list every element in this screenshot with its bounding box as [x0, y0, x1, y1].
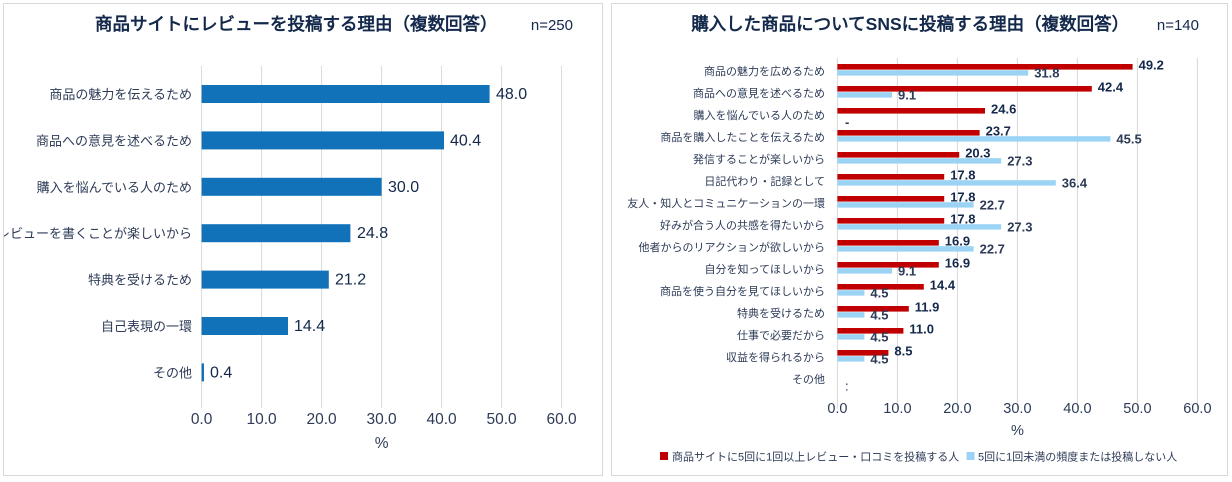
- svg-text:自己表現の一環: 自己表現の一環: [101, 319, 192, 334]
- svg-text:商品サイトに5回に1回以上レビュー・口コミを投稿する人: 商品サイトに5回に1回以上レビュー・口コミを投稿する人: [672, 450, 959, 464]
- svg-text:購入を悩んでいる人のため: 購入を悩んでいる人のため: [37, 180, 192, 195]
- svg-text:27.3: 27.3: [1007, 154, 1032, 169]
- svg-text:24.6: 24.6: [991, 102, 1016, 117]
- svg-text:特典を受けるため: 特典を受けるため: [88, 273, 192, 288]
- svg-text:4.5: 4.5: [870, 352, 888, 367]
- svg-text:40.0: 40.0: [427, 411, 458, 428]
- svg-text:11.9: 11.9: [915, 300, 940, 315]
- svg-text:4.5: 4.5: [870, 286, 888, 301]
- svg-text:27.3: 27.3: [1007, 220, 1032, 235]
- svg-text:20.0: 20.0: [943, 401, 971, 417]
- svg-text:4.5: 4.5: [870, 308, 888, 323]
- svg-text:0.4: 0.4: [210, 364, 232, 381]
- svg-text:日記代わり・記録として: 日記代わり・記録として: [704, 174, 825, 188]
- svg-text:n=140: n=140: [1157, 17, 1199, 34]
- svg-text:%: %: [1011, 423, 1024, 439]
- svg-text:30.0: 30.0: [1003, 401, 1031, 417]
- svg-text:%: %: [375, 435, 389, 452]
- svg-text:商品の魅力を伝えるため: 商品の魅力を伝えるため: [49, 87, 192, 102]
- svg-text:9.1: 9.1: [898, 264, 916, 279]
- svg-text:n=250: n=250: [531, 17, 573, 34]
- svg-text:特典を受けるため: 特典を受けるため: [737, 306, 825, 320]
- svg-text:商品を使う自分を見てほしいから: 商品を使う自分を見てほしいから: [660, 284, 825, 298]
- svg-text:4.5: 4.5: [870, 330, 888, 345]
- svg-text:31.8: 31.8: [1034, 66, 1059, 81]
- svg-text:9.1: 9.1: [898, 88, 916, 103]
- svg-text:50.0: 50.0: [1123, 401, 1151, 417]
- svg-text:自分を知ってほしいから: 自分を知ってほしいから: [705, 262, 825, 276]
- svg-text:36.4: 36.4: [1062, 176, 1088, 191]
- svg-text:30.0: 30.0: [367, 411, 398, 428]
- svg-text:14.4: 14.4: [930, 278, 956, 293]
- svg-text:他者からのリアクションが欲しいから: 他者からのリアクションが欲しいから: [639, 240, 825, 254]
- svg-text:17.8: 17.8: [950, 212, 975, 227]
- svg-text:購入した商品についてSNSに投稿する理由（複数回答）: 購入した商品についてSNSに投稿する理由（複数回答）: [690, 14, 1129, 34]
- svg-text:22.7: 22.7: [980, 242, 1005, 257]
- svg-text:48.0: 48.0: [496, 86, 527, 103]
- svg-text:50.0: 50.0: [487, 411, 518, 428]
- svg-text:商品への意見を述べるため: 商品への意見を述べるため: [36, 133, 192, 148]
- svg-text:商品を購入したことを伝えるため: 商品を購入したことを伝えるため: [660, 130, 825, 144]
- svg-text:仕事で必要だから: 仕事で必要だから: [737, 329, 825, 342]
- svg-text:40.0: 40.0: [1063, 401, 1091, 417]
- svg-text:49.2: 49.2: [1139, 58, 1164, 73]
- svg-text:レビューを書くことが楽しいから: レビューを書くことが楽しいから: [4, 226, 192, 241]
- svg-text:収益を得られるから: 収益を得られるから: [726, 350, 825, 364]
- svg-text:60.0: 60.0: [547, 411, 578, 428]
- svg-text:42.4: 42.4: [1098, 80, 1124, 95]
- svg-text:0.0: 0.0: [191, 411, 213, 428]
- svg-text:10.0: 10.0: [247, 411, 278, 428]
- svg-text:11.0: 11.0: [909, 322, 934, 337]
- svg-text:商品への意見を述べるため: 商品への意見を述べるため: [693, 86, 825, 100]
- svg-text:8.5: 8.5: [894, 344, 912, 359]
- svg-text:45.5: 45.5: [1116, 132, 1141, 147]
- svg-text:好みが合う人の共感を得たいから: 好みが合う人の共感を得たいから: [660, 218, 825, 232]
- svg-text:発信することが楽しいから: 発信することが楽しいから: [693, 152, 825, 166]
- svg-text:30.0: 30.0: [388, 179, 419, 196]
- svg-text:商品の魅力を広めるため: 商品の魅力を広めるため: [704, 64, 825, 78]
- svg-text:21.2: 21.2: [335, 272, 366, 289]
- svg-text:友人・知人とコミュニケーションの一環: 友人・知人とコミュニケーションの一環: [627, 196, 825, 210]
- svg-text:20.3: 20.3: [965, 146, 990, 161]
- svg-text:14.4: 14.4: [294, 318, 325, 335]
- svg-text:17.8: 17.8: [950, 190, 975, 205]
- svg-text:商品サイトにレビューを投稿する理由（複数回答）: 商品サイトにレビューを投稿する理由（複数回答）: [95, 14, 498, 34]
- svg-text:10.0: 10.0: [883, 401, 911, 417]
- svg-text:その他: その他: [792, 373, 825, 386]
- svg-text:16.9: 16.9: [945, 256, 970, 271]
- svg-text:60.0: 60.0: [1183, 401, 1211, 417]
- svg-text:20.0: 20.0: [307, 411, 338, 428]
- svg-text:-: -: [845, 115, 849, 130]
- svg-text:16.9: 16.9: [945, 234, 970, 249]
- svg-text:その他: その他: [153, 365, 192, 380]
- svg-text:23.7: 23.7: [986, 124, 1011, 139]
- svg-text:5回に1回未満の頻度または投稿しない人: 5回に1回未満の頻度または投稿しない人: [978, 450, 1177, 464]
- svg-text:購入を悩んでいる人のため: 購入を悩んでいる人のため: [694, 108, 825, 122]
- svg-text:17.8: 17.8: [950, 168, 975, 183]
- svg-text:24.8: 24.8: [357, 225, 388, 242]
- svg-text:0.0: 0.0: [827, 401, 847, 417]
- svg-text::: :: [845, 379, 849, 394]
- svg-text:22.7: 22.7: [980, 198, 1005, 213]
- svg-text:40.4: 40.4: [450, 132, 481, 149]
